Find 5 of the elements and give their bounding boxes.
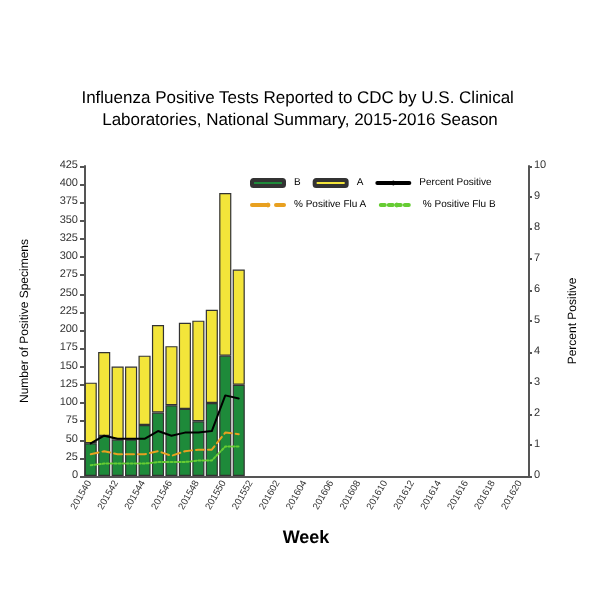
line-series	[89, 394, 240, 445]
line-series	[89, 431, 240, 457]
x-axis-title: Week	[282, 527, 332, 547]
chart-title: Influenza Positive Tests Reported to CDC by U.S. Clinical Laboratories, National Summary, 2015-2016 Season	[81, 87, 519, 129]
line-series	[89, 445, 240, 467]
